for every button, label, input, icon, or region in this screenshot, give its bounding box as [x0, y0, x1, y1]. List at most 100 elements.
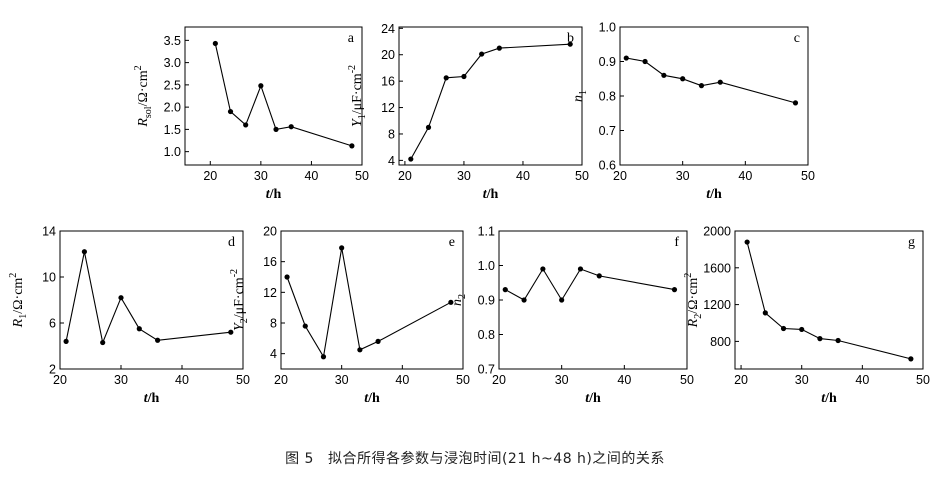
- y-tick-label: 8: [270, 317, 277, 331]
- data-point: [136, 326, 142, 332]
- data-point: [623, 55, 629, 61]
- x-tick-label: 50: [456, 373, 470, 387]
- x-tick-label: 40: [304, 169, 318, 183]
- y-tick-label: 1.0: [599, 21, 616, 35]
- chart-g: 20 30 40 50 800 1200 1600 2000 t/h R2/Ω·cm2 g: [683, 225, 930, 407]
- data-point: [320, 354, 327, 360]
- data-point: [228, 329, 234, 335]
- panel-letter: f: [674, 235, 679, 250]
- x-tick-label: 40: [175, 373, 189, 387]
- x-axis-label: t/h: [821, 391, 837, 406]
- series-line: [626, 57, 796, 104]
- data-point: [540, 266, 546, 272]
- panel-letter: d: [228, 235, 235, 250]
- data-point: [349, 143, 355, 149]
- y-tick-label: 0.8: [599, 90, 616, 104]
- chart-a: 20 30 40 50 1.0 1.5 2.0 2.5 3.0 3.5 t/h Rsol/Ω·cm2 a: [133, 26, 369, 202]
- data-point: [479, 51, 485, 57]
- y-tick-label: 14: [42, 225, 56, 239]
- x-axis-label: t/h: [483, 187, 499, 202]
- series-line: [65, 251, 231, 345]
- data-point: [799, 326, 805, 333]
- x-tick-label: 30: [457, 169, 471, 183]
- data-point: [273, 126, 279, 132]
- chart-d: 20 30 40 50 2 6 10 14 t/h R1/Ω·cm2 d: [8, 225, 250, 407]
- x-tick-label: 30: [114, 373, 128, 387]
- y-tick-label: 0.6: [599, 159, 616, 173]
- panel-letter: b: [567, 31, 574, 46]
- data-point: [118, 295, 124, 301]
- data-point: [284, 274, 290, 280]
- y-tick-label: 1200: [703, 298, 731, 312]
- x-tick-label: 30: [676, 169, 690, 183]
- x-axis-label: t/h: [585, 391, 601, 406]
- y-axis-label: Y2/μF·cm-2: [229, 269, 250, 331]
- y-tick-label: 2: [49, 363, 56, 377]
- figure-canvas: 20 30 40 50 1.0 1.5 2.0 2.5 3.0 3.5 t/h Rsol/Ω·cm2 a…: [8, 21, 930, 407]
- y-tick-label: 800: [710, 335, 731, 349]
- x-axis-label: t/h: [364, 391, 380, 406]
- panel-letter: g: [908, 235, 915, 250]
- data-point: [212, 40, 218, 47]
- data-point: [375, 338, 381, 344]
- figure-caption: 图 5 拟合所得各参数与浸泡时间(21 h~48 h)之间的关系: [0, 448, 950, 468]
- data-point: [258, 83, 264, 89]
- x-axis-label: t/h: [706, 187, 722, 202]
- panel-letter: c: [794, 31, 800, 46]
- y-tick-label: 4: [270, 347, 277, 361]
- data-point: [835, 337, 841, 344]
- data-point: [744, 239, 750, 245]
- x-tick-label: 50: [575, 169, 589, 183]
- x-tick-label: 40: [395, 373, 409, 387]
- data-point: [243, 122, 249, 128]
- caption-text: 拟合所得各参数与浸泡时间(21 h~48 h)之间的关系: [327, 451, 665, 467]
- y-tick-label: 6: [49, 317, 56, 331]
- y-tick-label: 10: [42, 271, 56, 285]
- y-tick-label: 3.5: [164, 34, 181, 48]
- y-tick-label: 2.5: [164, 78, 181, 92]
- y-tick-label: 0.7: [599, 124, 616, 138]
- data-point: [567, 41, 573, 47]
- y-tick-label: 4: [388, 154, 395, 168]
- y-tick-label: 20: [263, 225, 277, 239]
- data-point: [559, 297, 565, 303]
- x-tick-label: 20: [613, 169, 627, 183]
- y-tick-label: 3.0: [164, 56, 181, 70]
- data-point: [357, 347, 363, 353]
- series-line: [286, 247, 452, 359]
- panel-letter: e: [449, 235, 455, 250]
- data-point: [577, 266, 584, 272]
- x-tick-label: 30: [335, 373, 349, 387]
- x-tick-label: 50: [916, 373, 930, 387]
- y-tick-label: 20: [381, 48, 395, 62]
- data-point: [288, 124, 294, 130]
- plot-frame: [184, 26, 363, 166]
- data-point: [817, 336, 823, 342]
- y-tick-label: 1.1: [478, 225, 495, 239]
- data-point: [302, 323, 308, 329]
- y-tick-label: 0.9: [599, 55, 616, 69]
- plot-frame: [59, 230, 244, 370]
- x-tick-label: 40: [855, 373, 869, 387]
- data-point: [81, 249, 87, 255]
- x-tick-label: 40: [738, 169, 752, 183]
- data-point: [496, 45, 502, 51]
- x-axis-label: t/h: [144, 391, 160, 406]
- y-tick-label: 0.7: [478, 363, 495, 377]
- plot-frame: [734, 230, 924, 370]
- x-tick-label: 50: [801, 169, 815, 183]
- y-tick-label: 1.5: [164, 123, 181, 137]
- y-tick-label: 16: [263, 255, 277, 269]
- data-point: [762, 310, 768, 316]
- x-tick-label: 20: [734, 373, 748, 387]
- x-tick-label: 20: [274, 373, 288, 387]
- series-line: [505, 267, 675, 302]
- y-tick-label: 12: [263, 286, 277, 300]
- y-axis-label: Rsol/Ω·cm2: [133, 65, 154, 127]
- data-point: [155, 337, 161, 343]
- chart-b: 20 30 40 50 4 8 12 16 20 24 t/h Y1/μF·cm-2 b: [347, 22, 589, 202]
- data-point: [502, 287, 508, 293]
- y-tick-label: 8: [388, 127, 395, 141]
- series-line: [214, 43, 353, 147]
- x-tick-label: 50: [355, 169, 369, 183]
